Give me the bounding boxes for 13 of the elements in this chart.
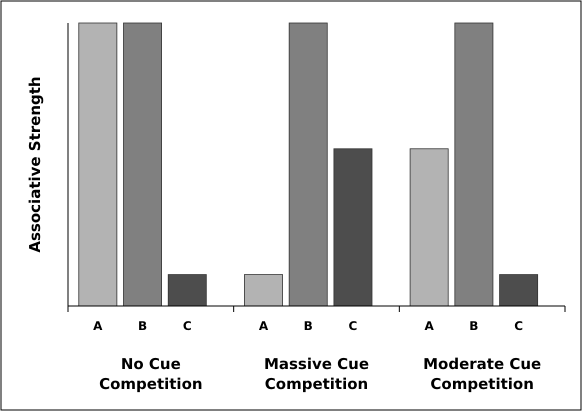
text: No Cue Competition xyxy=(99,355,203,393)
y-axis-title: Associative Strength xyxy=(26,76,44,253)
x-tick-label: A xyxy=(258,319,269,333)
text: Massive Cue Competition xyxy=(264,355,370,393)
x-tick-label: C xyxy=(514,319,524,333)
x-tick-label: C xyxy=(348,319,358,333)
x-tick-label: B xyxy=(138,319,148,333)
x-tick-label: A xyxy=(93,319,104,333)
x-tick-label: C xyxy=(182,319,192,333)
x-tick-label: A xyxy=(424,319,435,333)
x-tick-label: B xyxy=(304,319,313,333)
x-tick-label: B xyxy=(469,319,478,333)
text: Moderate Cue Competition xyxy=(423,355,542,393)
